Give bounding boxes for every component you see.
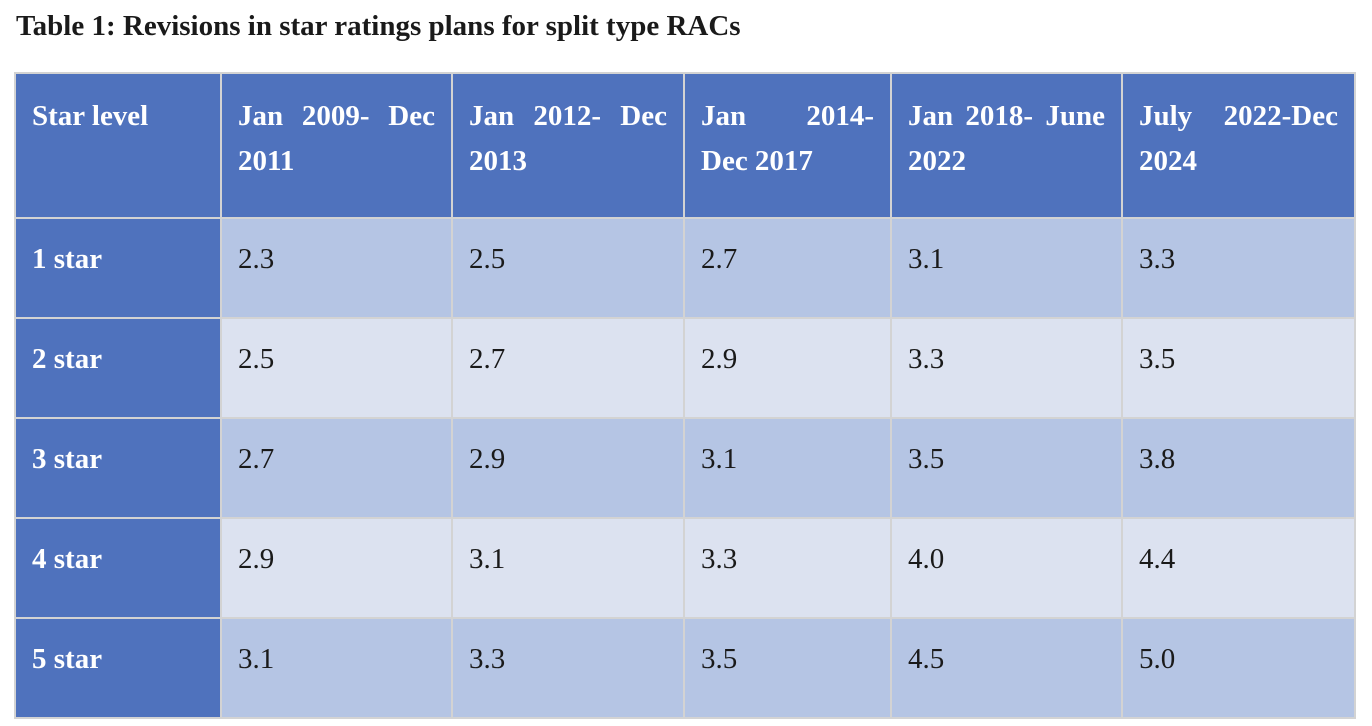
table-cell: 3.5 (890, 417, 1123, 519)
table-cell: 4.4 (1121, 517, 1356, 619)
table-cell: 3.1 (451, 517, 685, 619)
table-cell: 3.3 (683, 517, 892, 619)
header-cell-period: Jan 2018- June 2022 (890, 72, 1123, 219)
star-ratings-table: Star level Jan 2009- Dec 2011 Jan 2012- … (14, 72, 1356, 719)
table-cell: 4.5 (890, 617, 1123, 719)
table-cell: 3.8 (1121, 417, 1356, 519)
header-cell-period: July 2022-Dec 2024 (1121, 72, 1356, 219)
table-cell: 2.5 (220, 317, 453, 419)
row-label: 2 star (14, 317, 222, 419)
table-row: 4 star 2.9 3.1 3.3 4.0 4.4 (14, 517, 1356, 619)
row-label: 3 star (14, 417, 222, 519)
table-cell: 3.3 (1121, 217, 1356, 319)
table-row: 3 star 2.7 2.9 3.1 3.5 3.8 (14, 417, 1356, 519)
row-label: 4 star (14, 517, 222, 619)
table-cell: 3.3 (451, 617, 685, 719)
table-cell: 3.3 (890, 317, 1123, 419)
header-row: Star level Jan 2009- Dec 2011 Jan 2012- … (14, 72, 1356, 219)
table-cell: 2.3 (220, 217, 453, 319)
row-label: 1 star (14, 217, 222, 319)
table-row: 2 star 2.5 2.7 2.9 3.3 3.5 (14, 317, 1356, 419)
table-cell: 5.0 (1121, 617, 1356, 719)
table-cell: 3.5 (1121, 317, 1356, 419)
table-cell: 2.5 (451, 217, 685, 319)
table-cell: 3.1 (890, 217, 1123, 319)
table-cell: 2.9 (683, 317, 892, 419)
table-cell: 2.7 (683, 217, 892, 319)
table-cell: 2.9 (220, 517, 453, 619)
row-label: 5 star (14, 617, 222, 719)
header-cell-period: Jan 2014- Dec 2017 (683, 72, 892, 219)
table-caption: Table 1: Revisions in star ratings plans… (16, 10, 741, 42)
header-cell-period: Jan 2012- Dec 2013 (451, 72, 685, 219)
table-cell: 3.1 (683, 417, 892, 519)
table-cell: 3.1 (220, 617, 453, 719)
table-cell: 3.5 (683, 617, 892, 719)
header-cell-period: Jan 2009- Dec 2011 (220, 72, 453, 219)
table-cell: 2.9 (451, 417, 685, 519)
table-row: 1 star 2.3 2.5 2.7 3.1 3.3 (14, 217, 1356, 319)
table-cell: 2.7 (451, 317, 685, 419)
table-row: 5 star 3.1 3.3 3.5 4.5 5.0 (14, 617, 1356, 719)
table-cell: 4.0 (890, 517, 1123, 619)
table-cell: 2.7 (220, 417, 453, 519)
header-cell-star-level: Star level (14, 72, 222, 219)
